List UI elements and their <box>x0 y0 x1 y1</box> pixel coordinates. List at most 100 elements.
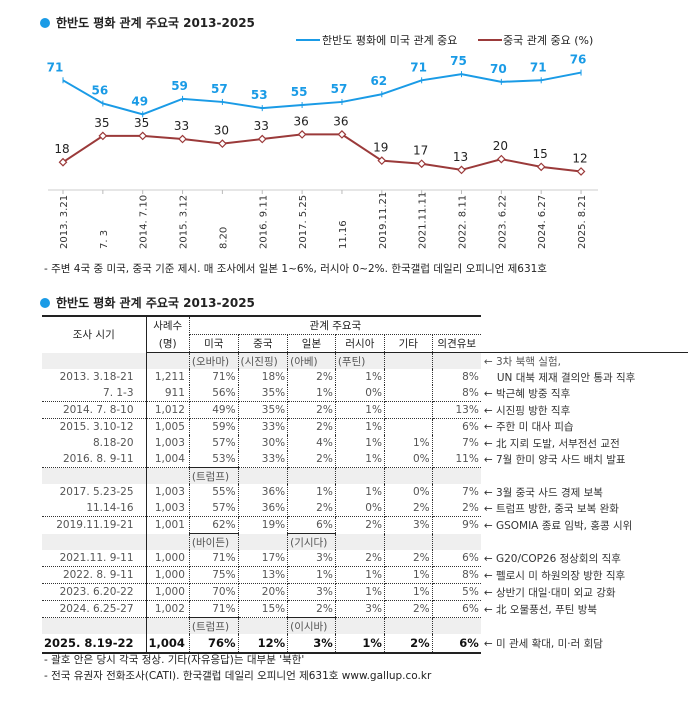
china-line <box>62 133 582 173</box>
annotation: ← 펠로시 미 하원의장 방한 직후 <box>480 566 688 584</box>
china-data-label: 36 <box>333 114 348 128</box>
x-tick-label: 2014. 7.10 <box>139 195 150 249</box>
leaders-row: (바이든) (기시다) <box>42 533 688 550</box>
legend-cn-label: 중국 관계 중요 (%) <box>503 34 593 47</box>
value-cell: 1% <box>384 435 433 451</box>
value-cell: 1% <box>335 484 385 500</box>
china-point <box>297 129 307 139</box>
n-cell: 1,003 <box>146 484 190 500</box>
n-cell: 1,000 <box>146 550 190 567</box>
empty-cell <box>384 467 433 484</box>
value-cell: 6% <box>287 516 336 534</box>
value-cell: 71% <box>189 369 239 385</box>
period-cell: 2015. 3.10-12 <box>42 418 147 435</box>
leader-cell: (이시바) <box>287 617 336 634</box>
period-cell: 2013. 3.18-21 <box>42 369 147 385</box>
header-col: 러시아 <box>335 334 385 353</box>
annotation <box>480 467 688 484</box>
china-data-label: 30 <box>214 124 229 138</box>
period-cell: 2021.11. 9-11 <box>42 550 147 567</box>
period-cell: 2017. 5.23-25 <box>42 484 147 500</box>
leader-cell <box>238 533 289 550</box>
annotation: ← 주한 미 대사 피습 <box>480 418 688 435</box>
value-cell: 6% <box>432 600 481 618</box>
value-cell: 70% <box>189 583 239 601</box>
n-cell <box>146 533 190 550</box>
value-cell: 7% <box>462 437 479 449</box>
value-cell: 18% <box>238 369 289 385</box>
period-cell: 2022. 8. 9-11 <box>42 566 147 584</box>
x-tick-label: 2025. 8.21 <box>577 195 588 249</box>
value-cell: 1% <box>335 418 385 435</box>
bullet-icon <box>40 297 50 308</box>
n-cell <box>146 352 190 369</box>
value-cell: 6% <box>432 550 481 567</box>
header-col: 중국 <box>238 334 289 353</box>
value-cell: 2% <box>335 516 385 534</box>
annotation: ← 3차 북핵 실험, <box>480 352 688 369</box>
leader-cell: (트럼프) <box>189 467 239 484</box>
x-tick-label: 8.20 <box>218 227 229 249</box>
leader-cell <box>238 467 289 484</box>
header-n: 사례수 <box>146 315 190 335</box>
value-cell: 53% <box>189 451 239 468</box>
annotation: ← 시진핑 방한 직후 <box>480 401 688 419</box>
value-cell: 71% <box>189 550 239 567</box>
n-cell: 1,003 <box>146 500 190 517</box>
value-cell: 76% <box>189 634 239 654</box>
x-tick-label: 2015. 3.12 <box>179 195 190 249</box>
value-cell: 1% <box>335 566 385 584</box>
us-data-label: 53 <box>251 88 268 102</box>
value-cell: 9% <box>462 519 479 532</box>
value-cell: 1% <box>287 385 336 402</box>
n-cell: 1,003 <box>146 435 190 451</box>
n-cell <box>146 617 190 634</box>
value-cell: 3% <box>287 583 336 601</box>
value-cell: 1% <box>287 566 336 584</box>
china-data-label: 12 <box>572 151 587 165</box>
period-cell: 2025. 8.19-22 <box>42 634 147 654</box>
us-data-label: 55 <box>291 85 308 99</box>
value-cell: 2% <box>432 500 481 517</box>
annotation: ← 3월 중국 사드 경제 보복 <box>480 484 688 500</box>
annotation: ← 박근혜 방중 직후 <box>480 385 688 402</box>
empty-cell <box>432 533 481 550</box>
value-cell: 1% <box>335 451 385 468</box>
value-cell: 13% <box>238 566 289 584</box>
x-tick-label: 7. 3 <box>99 230 110 249</box>
period-cell <box>42 617 147 634</box>
table-row: 2017. 5.23-25 1,003 55% 36% 1% 1% 0% 7% ← 3월 중국 … <box>42 484 688 500</box>
x-tick-label: 2022. 8.11 <box>458 195 469 249</box>
china-point <box>576 167 586 176</box>
value-cell: 0% <box>335 500 385 517</box>
table-row: 8.18-20 1,003 57% 30% 4% 1% 1% 7% ← 北 지뢰 도발, 서부전… <box>42 435 688 451</box>
leader-cell <box>287 467 336 484</box>
n-cell: 1,005 <box>146 418 190 435</box>
period-cell: 8.18-20 <box>42 435 147 451</box>
china-data-label: 19 <box>373 141 388 155</box>
leaders-row: (트럼프) <box>42 467 688 484</box>
header-col: 기타 <box>384 334 433 353</box>
header-group: 관계 주요국 <box>189 315 481 335</box>
value-cell: 55% <box>189 484 239 500</box>
value-cell: 0% <box>335 385 385 402</box>
value-cell <box>384 369 433 385</box>
header-col: 미국 <box>189 334 239 353</box>
value-cell <box>384 401 433 419</box>
table-row: 2014. 7. 8-10 1,012 49% 35% 2% 1% 13% ← 시진핑 방한 … <box>42 401 688 419</box>
china-data-label: 18 <box>54 142 69 156</box>
leader-cell <box>335 533 385 550</box>
value-cell: 4% <box>287 435 336 451</box>
period-cell: 2023. 6.20-22 <box>42 583 147 601</box>
us-data-label: 49 <box>131 94 148 108</box>
china-data-label: 36 <box>293 114 308 128</box>
china-point <box>218 139 227 149</box>
annotation: UN 대북 제재 결의안 통과 직후 <box>480 369 688 385</box>
us-data-label: 56 <box>91 83 108 97</box>
value-cell: 2% <box>384 550 433 567</box>
value-cell: 15% <box>238 600 289 618</box>
value-cell: 8% <box>432 385 481 402</box>
bullet-icon <box>40 17 50 28</box>
value-cell: 71% <box>189 600 239 618</box>
x-tick-label: 2016. 9.11 <box>258 195 269 249</box>
